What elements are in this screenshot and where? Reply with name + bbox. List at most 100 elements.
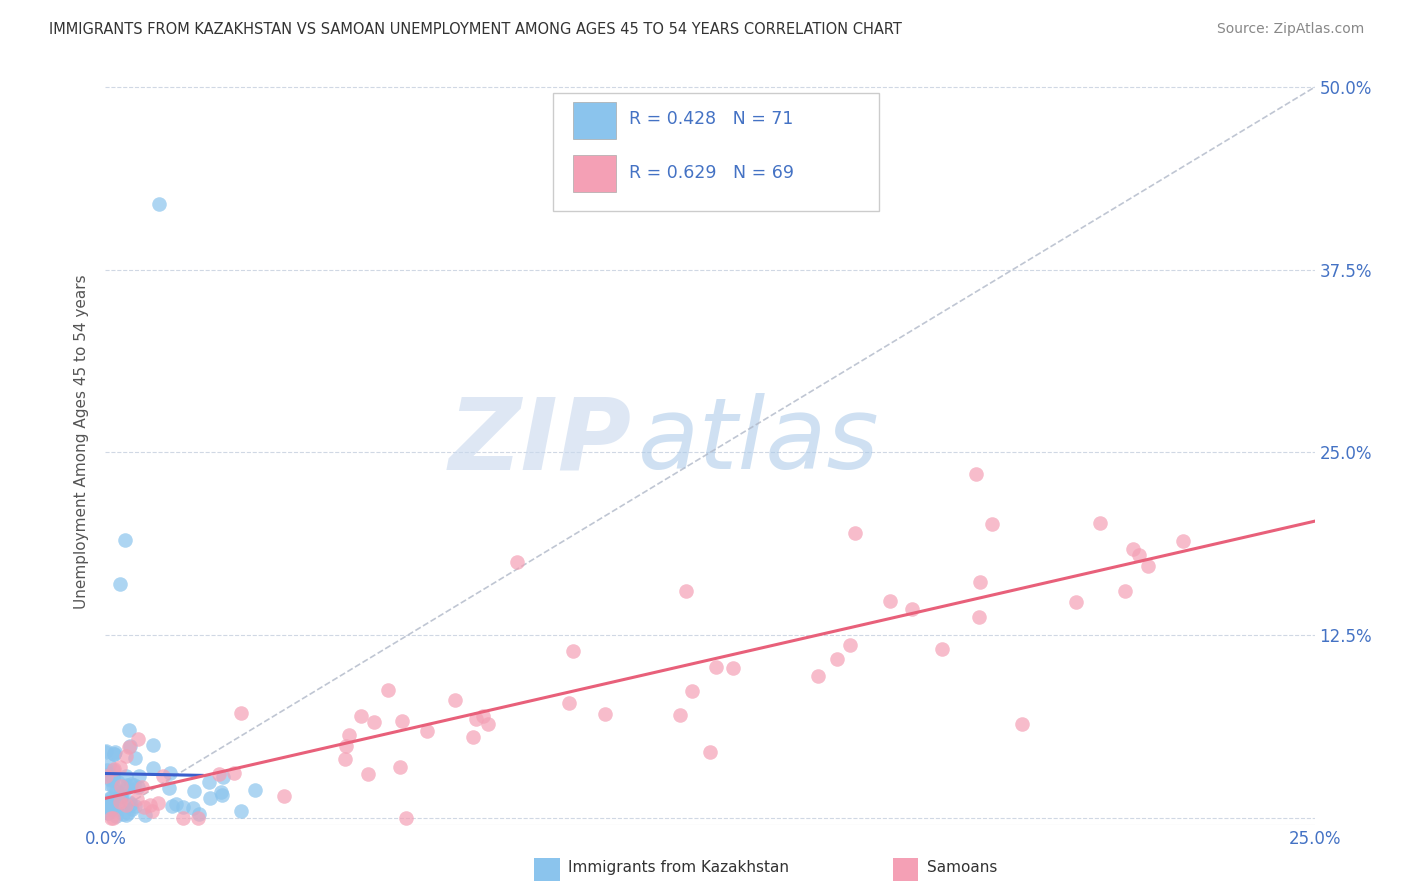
Point xyxy=(98,790,121,805)
Point xyxy=(675,584,697,599)
Point xyxy=(110,789,132,804)
Point xyxy=(349,709,371,723)
Point xyxy=(94,769,117,783)
Point xyxy=(105,784,128,798)
Point xyxy=(901,602,924,616)
Point xyxy=(222,765,245,780)
Point xyxy=(120,739,142,753)
Point xyxy=(98,767,121,781)
Bar xyxy=(574,102,616,138)
Point xyxy=(879,593,901,607)
Point xyxy=(131,780,153,794)
Text: Immigrants from Kazakhstan: Immigrants from Kazakhstan xyxy=(568,860,789,874)
Point xyxy=(844,525,866,540)
Point xyxy=(110,786,132,800)
Point xyxy=(100,811,122,825)
Point xyxy=(134,808,156,822)
Point xyxy=(148,197,170,211)
Point xyxy=(807,669,830,683)
Point xyxy=(103,762,125,776)
Point xyxy=(94,744,117,758)
Point xyxy=(967,610,990,624)
Point xyxy=(100,797,122,812)
Text: ZIP: ZIP xyxy=(449,393,631,490)
Point xyxy=(118,723,141,737)
Text: R = 0.428   N = 71: R = 0.428 N = 71 xyxy=(628,110,793,128)
Point xyxy=(198,774,221,789)
Point xyxy=(181,801,204,815)
Text: Samoans: Samoans xyxy=(927,860,997,874)
Point xyxy=(108,795,131,809)
Point xyxy=(209,785,232,799)
Point xyxy=(105,808,128,822)
Point xyxy=(172,811,194,825)
Point xyxy=(211,789,233,803)
Point xyxy=(245,782,267,797)
Point xyxy=(668,707,690,722)
Point xyxy=(121,802,143,816)
Point xyxy=(128,769,150,783)
Point xyxy=(101,772,124,787)
Point xyxy=(391,714,413,728)
Point xyxy=(965,467,987,482)
Point xyxy=(114,533,136,548)
Point xyxy=(388,760,411,774)
Point xyxy=(208,767,231,781)
Point xyxy=(415,723,437,738)
Point xyxy=(187,806,209,821)
Point xyxy=(115,780,138,795)
Point xyxy=(103,745,125,759)
Point xyxy=(1122,541,1144,556)
Point xyxy=(160,799,183,814)
Point xyxy=(118,739,141,754)
Point xyxy=(183,783,205,797)
Point xyxy=(104,803,127,817)
Point xyxy=(461,730,484,744)
Point xyxy=(110,760,132,774)
Point xyxy=(97,805,120,820)
Point xyxy=(1064,594,1087,608)
FancyBboxPatch shape xyxy=(553,93,879,211)
Point xyxy=(229,804,252,818)
Point xyxy=(111,807,134,822)
Text: atlas: atlas xyxy=(637,393,879,490)
Point xyxy=(114,749,136,764)
Point xyxy=(1114,583,1136,598)
Point xyxy=(465,712,488,726)
Point xyxy=(1171,534,1194,549)
Point xyxy=(127,731,149,746)
Point xyxy=(443,693,465,707)
Point xyxy=(94,798,117,813)
Point xyxy=(107,774,129,789)
Y-axis label: Unemployment Among Ages 45 to 54 years: Unemployment Among Ages 45 to 54 years xyxy=(75,274,90,609)
Point xyxy=(825,652,848,666)
Point xyxy=(505,555,527,569)
Point xyxy=(118,795,141,809)
Point xyxy=(105,797,128,812)
Point xyxy=(1011,717,1033,731)
Point xyxy=(142,761,165,775)
Point xyxy=(363,714,385,729)
Point xyxy=(704,660,727,674)
Point xyxy=(98,758,121,772)
Point xyxy=(721,661,744,675)
Point xyxy=(699,745,721,759)
Point xyxy=(97,806,120,821)
Point xyxy=(103,764,125,778)
Point xyxy=(114,807,136,822)
Point xyxy=(357,766,380,780)
Point xyxy=(931,641,953,656)
Point xyxy=(141,804,163,818)
Point xyxy=(115,769,138,783)
Point xyxy=(103,747,125,761)
Point xyxy=(115,778,138,792)
Point xyxy=(187,811,209,825)
Point xyxy=(127,792,149,806)
Point xyxy=(98,801,121,815)
Point xyxy=(211,770,233,784)
Point xyxy=(132,800,155,814)
Point xyxy=(97,795,120,809)
Point xyxy=(139,797,162,812)
Point xyxy=(477,716,499,731)
Point xyxy=(124,751,146,765)
